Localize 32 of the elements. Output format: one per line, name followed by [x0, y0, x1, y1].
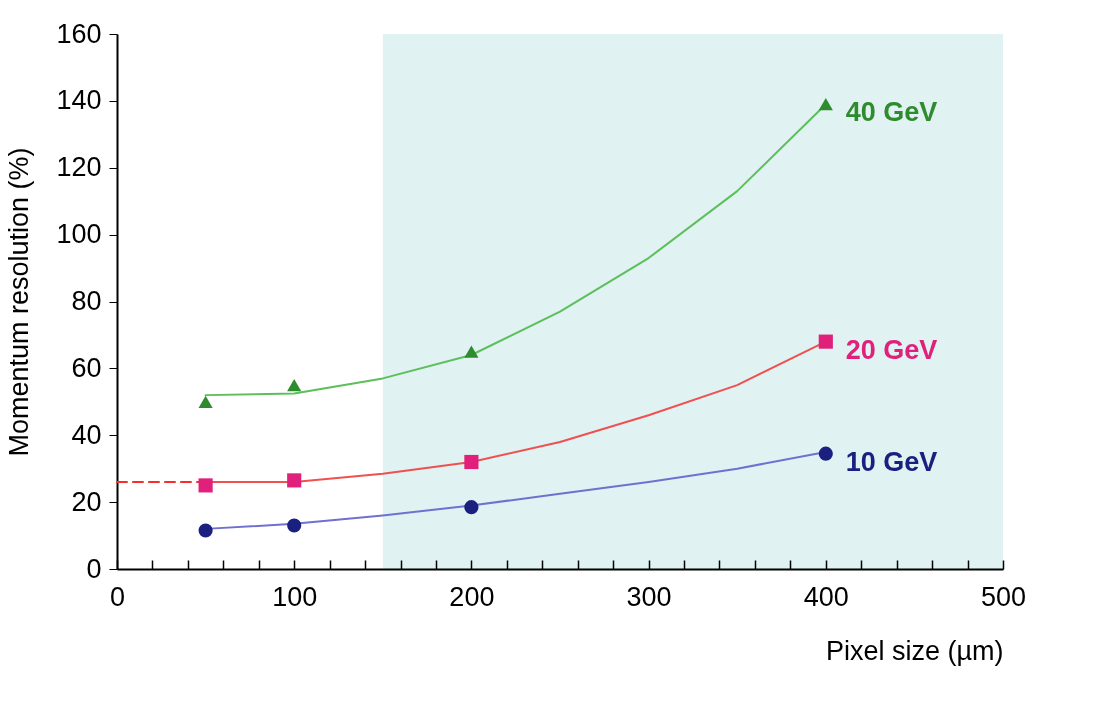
x-tick-label: 400: [803, 581, 849, 612]
y-tick-label: 120: [56, 152, 102, 183]
point: [287, 378, 302, 392]
point: [198, 478, 213, 493]
point: [198, 523, 213, 538]
point: [464, 500, 479, 515]
y-tick-label: 40: [71, 419, 102, 450]
point: [818, 446, 833, 461]
x-axis-title: Pixel size (µm): [825, 635, 1004, 666]
series-label: 40 GeV: [845, 97, 938, 128]
x-tick-label: 200: [449, 581, 495, 612]
series-label: 20 GeV: [845, 334, 938, 365]
y-tick-label: 80: [71, 286, 102, 316]
y-tick-label: 20: [71, 486, 102, 517]
y-tick-label: 140: [56, 85, 102, 116]
point: [287, 518, 302, 533]
x-tick-label: 100: [272, 581, 318, 612]
point: [818, 334, 833, 349]
x-tick-label: 500: [980, 581, 1027, 612]
y-tick-label: 160: [56, 18, 102, 49]
y-tick-label: 60: [71, 352, 102, 383]
y-tick-label: 100: [56, 219, 102, 250]
point: [464, 454, 479, 470]
point: [287, 473, 302, 488]
point: [464, 345, 479, 358]
y-axis-title: Momentum resolution (%): [4, 147, 35, 457]
x-tick-label: 300: [626, 581, 672, 612]
point: [198, 395, 213, 408]
series-label: 10 GeV: [845, 446, 938, 477]
point: [818, 98, 833, 111]
y-tick-label: 0: [86, 553, 102, 584]
x-tick-label: 0: [109, 581, 126, 612]
